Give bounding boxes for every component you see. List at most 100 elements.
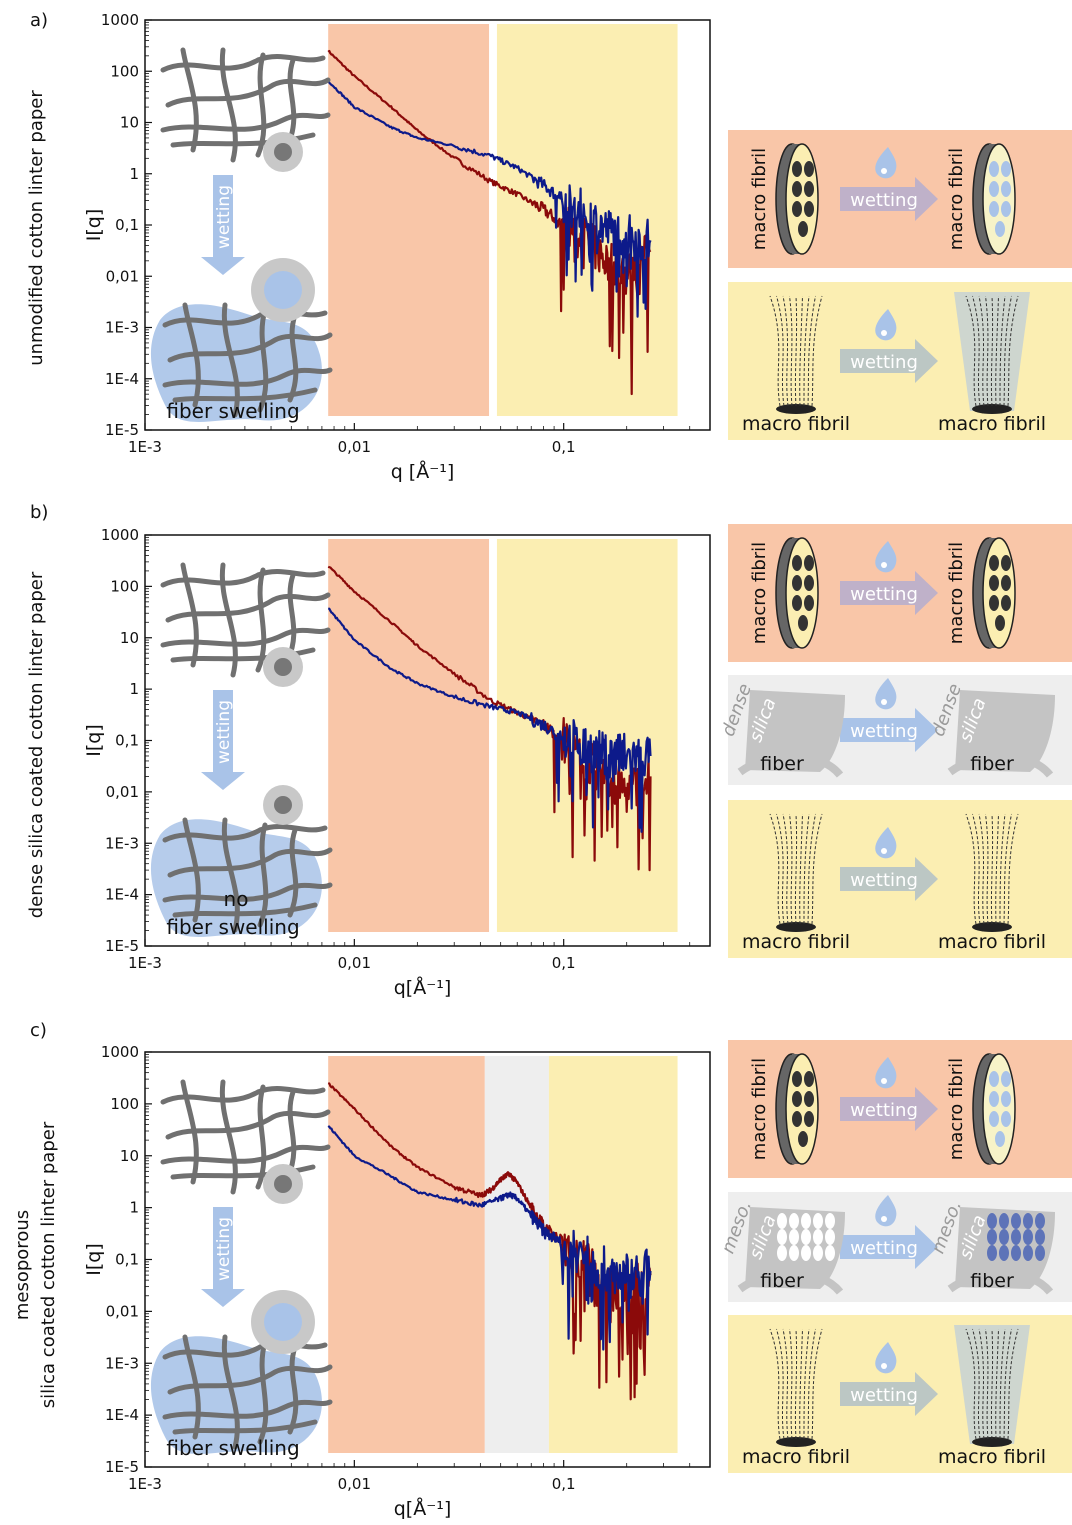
schematic-fibril: wetting macro fibril macro fibril <box>728 1040 1072 1178</box>
y-tick-label: 0,01 <box>106 267 139 285</box>
microfibril-dot <box>989 1111 999 1127</box>
mesopore-icon <box>987 1229 997 1245</box>
fibril-strand <box>985 813 989 925</box>
microfibril-dot <box>792 1071 802 1087</box>
fibril-strand <box>789 813 793 925</box>
shaded-region <box>496 539 678 932</box>
macro-fibril-label: macro fibril <box>749 542 770 644</box>
fibril-strand <box>776 1328 785 1440</box>
shaded-region <box>328 539 490 932</box>
fiber-illustration: wetting fiber swelling <box>150 1079 333 1460</box>
microfibril-dot <box>804 1091 814 1107</box>
series-line-blue <box>328 607 652 833</box>
microfibril-dot <box>989 595 999 611</box>
fiber-strand <box>162 367 333 388</box>
fiber-strand <box>221 1334 240 1450</box>
y-tick-label: 1000 <box>101 526 139 544</box>
y-tick-label: 100 <box>110 1095 139 1113</box>
wetting-label: wetting <box>850 1385 918 1406</box>
y-axis-label: I[q] <box>83 209 105 242</box>
wetting-arrow-icon <box>840 1372 938 1416</box>
fibril-strand <box>995 295 999 407</box>
mesopore-icon <box>1011 1213 1021 1229</box>
y-tick-label: 1 <box>129 680 139 698</box>
y-tick-label: 0,1 <box>115 732 139 750</box>
wetting-label: wetting <box>214 185 234 249</box>
fibril-strand <box>995 813 999 925</box>
x-axis-label: q[Å⁻¹] <box>394 1497 452 1520</box>
macro-fibril-label: macro fibril <box>938 931 1046 953</box>
y-tick-label: 1000 <box>101 11 139 29</box>
macro-fibril-face <box>982 537 1016 649</box>
mesopore-icon <box>1023 1229 1033 1245</box>
fiber-strand <box>160 112 331 133</box>
wetting-label: wetting <box>850 870 918 891</box>
fiber-strand <box>287 1344 299 1435</box>
fiber-strand <box>180 562 199 668</box>
fibril-strand <box>985 295 989 407</box>
silica-fiber-block <box>745 690 845 772</box>
fiber-core-icon <box>274 1175 292 1193</box>
macro-fibril-face <box>785 1053 819 1165</box>
fibril-strand <box>999 295 1006 407</box>
microfibril-dot <box>989 1071 999 1087</box>
fibril-strand <box>794 295 798 407</box>
mesopore-icon <box>789 1245 799 1261</box>
fiber-strand <box>287 312 299 403</box>
microfibril-dot <box>989 555 999 571</box>
fibril-strand <box>782 295 789 407</box>
fibril-strand <box>1007 295 1019 407</box>
macro-fibril-label: macro fibril <box>938 1446 1046 1468</box>
fibril-base-icon <box>972 404 1012 414</box>
water-droplet-icon <box>875 678 897 710</box>
wetting-arrow-icon <box>840 857 938 901</box>
fiber-curve <box>947 1268 1054 1295</box>
macro-fibril-face <box>785 537 819 649</box>
y-tick-label: 1E-5 <box>105 421 139 439</box>
wetting-arrow-icon <box>840 571 938 615</box>
panel-label: a) <box>30 10 48 31</box>
x-tick-label: 0,1 <box>552 954 576 972</box>
wetting-arrow-icon <box>840 177 938 221</box>
fibril-strand <box>999 813 1006 925</box>
fiber-strand <box>255 52 267 158</box>
panel-label: b) <box>30 502 48 523</box>
y-tick-label: 1E-3 <box>105 319 139 337</box>
microfibril-dot <box>804 201 814 217</box>
x-tick-label: 0,01 <box>338 1475 371 1493</box>
fibril-strand <box>782 813 789 925</box>
fiber-strand <box>162 1399 333 1420</box>
x-tick-label: 0,1 <box>552 1475 576 1493</box>
mesopore-icon <box>813 1229 823 1245</box>
wetting-arrow-icon <box>840 1087 938 1131</box>
droplet-highlight-icon <box>881 1216 887 1222</box>
fiber-strand <box>219 1079 238 1195</box>
mesopore-icon <box>1035 1245 1045 1261</box>
schematic-tree: wetting macro fibril macro fibril <box>728 1315 1072 1473</box>
y-tick-label: 1E-3 <box>105 1354 139 1372</box>
microfibril-dot <box>1001 201 1011 217</box>
wetting-label: wetting <box>850 190 918 211</box>
fibril-strand <box>803 1328 810 1440</box>
microfibril-dot <box>989 575 999 591</box>
fibril-strand <box>769 813 781 925</box>
y-tick-label: 1 <box>129 1199 139 1217</box>
y-tick-label: 100 <box>110 577 139 595</box>
wetting-label: wetting <box>850 721 918 742</box>
microfibril-dot <box>792 161 802 177</box>
fibril-strand <box>782 1328 789 1440</box>
wetting-arrow-icon <box>201 1207 245 1307</box>
fiber-strand <box>182 1334 201 1440</box>
wetting-label: wetting <box>850 352 918 373</box>
mesopore-icon <box>801 1229 811 1245</box>
macro-fibril-label: macro fibril <box>742 931 850 953</box>
y-tick-label: 1000 <box>101 1043 139 1061</box>
swollen-fiber-core-icon <box>264 1303 302 1341</box>
fibril-strand <box>1003 1328 1012 1440</box>
microfibril-dot <box>989 161 999 177</box>
x-tick-label: 1E-3 <box>128 438 162 456</box>
illustration-caption: fiber swelling <box>166 915 299 939</box>
macro-fibril-label: macro fibril <box>938 413 1046 435</box>
